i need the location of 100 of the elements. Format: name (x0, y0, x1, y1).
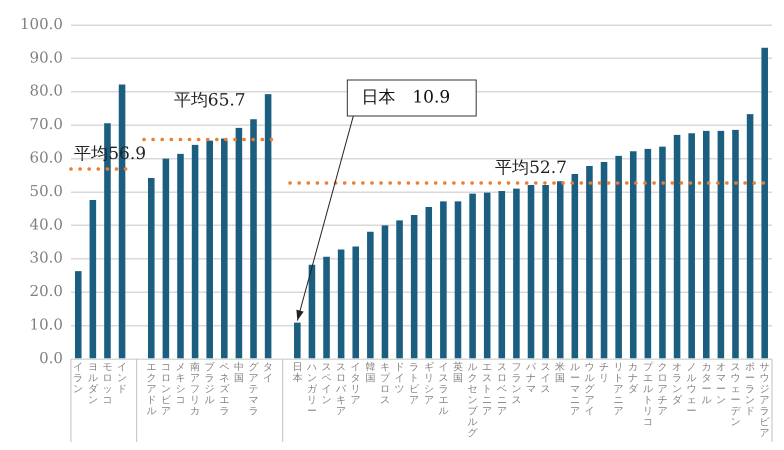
x-tick-label: 南アフリカ (190, 361, 200, 418)
ref-line-label: 平均52.7 (495, 158, 567, 178)
bar (586, 166, 593, 358)
x-tick-label: オマーン (716, 362, 726, 406)
x-tick-label: グアテマラ (248, 362, 260, 418)
bar (382, 225, 388, 358)
bar (410, 215, 418, 358)
x-tick-label: インド (117, 362, 128, 396)
bar (425, 207, 432, 358)
y-tick-label: 50.0 (30, 182, 63, 200)
bar (746, 114, 754, 358)
x-tick-label: ウルグアイ (584, 362, 596, 418)
x-tick-label: エクアドル (146, 362, 156, 418)
x-tick-label: オランダ (672, 362, 684, 406)
x-tick-label: ベネズエラ (219, 362, 230, 418)
bar (90, 200, 96, 358)
bar (615, 156, 622, 358)
x-tick-label: 中国 (234, 361, 244, 384)
x-tick-label: スロベニア (496, 362, 507, 418)
bar (162, 158, 170, 358)
bar (294, 322, 301, 358)
x-tick-label: コロンビア (160, 362, 172, 418)
x-tick-label: タイ (263, 362, 274, 384)
y-tick-label: 70.0 (30, 115, 63, 134)
y-tick-label: 40.0 (30, 215, 63, 234)
bar (236, 128, 242, 358)
bar (498, 191, 506, 358)
x-tick-label: 韓国 (365, 361, 376, 384)
x-tick-label: エストニア (482, 362, 492, 418)
x-tick-label: カナダ (628, 362, 640, 396)
x-tick-label: キプロス (380, 362, 391, 406)
x-tick-label: ドイツ (394, 362, 405, 396)
bar (192, 144, 198, 358)
bar (177, 154, 184, 358)
x-tick-label: イタリア (350, 362, 361, 406)
x-tick-label: イスラエル (438, 362, 448, 418)
y-tick-label: 80.0 (30, 82, 63, 100)
bar (644, 148, 652, 358)
x-tick-label: モロッコ (102, 362, 112, 406)
bar (367, 232, 374, 358)
x-tick-label: プエルトリコ (642, 361, 654, 428)
bar (732, 130, 739, 358)
bar (484, 192, 490, 358)
x-tick-label: ポーランド (745, 362, 756, 418)
bar (513, 188, 520, 358)
x-tick-label: カタール (701, 362, 712, 406)
x-tick-label: サウジアラビア (760, 362, 771, 440)
x-tick-label: ラトビア (409, 362, 420, 406)
bar (323, 256, 330, 358)
x-tick-label: リトアニア (614, 362, 624, 418)
x-tick-label: チリ (599, 362, 610, 384)
bar (396, 220, 403, 358)
bar (440, 201, 447, 358)
bar (352, 246, 360, 358)
bar (250, 119, 257, 358)
bar (264, 94, 272, 358)
y-tick-label: 30.0 (30, 248, 63, 267)
bar (74, 271, 82, 358)
x-tick-label: ギリシア (424, 361, 434, 406)
x-tick-label: ルーマニア (570, 362, 580, 418)
x-tick-label: パナマ (525, 362, 538, 396)
y-tick-label: 100.0 (20, 14, 63, 33)
bar (556, 181, 564, 358)
x-tick-label: 日本 (292, 362, 302, 384)
bar (718, 130, 724, 358)
x-tick-label: スイス (540, 362, 551, 396)
bar (659, 146, 666, 358)
x-tick-label: ノルウェー (686, 362, 697, 418)
x-tick-label: ハンガリー (306, 362, 318, 418)
bar (206, 140, 213, 358)
x-tick-label: フランス (511, 362, 522, 406)
bar (674, 134, 680, 358)
bar (454, 201, 462, 358)
x-tick-label: 米国 (555, 361, 566, 384)
bar (148, 178, 155, 358)
x-tick-label: メキシコ (175, 362, 186, 406)
x-tick-label: 英国 (452, 361, 463, 384)
bar (221, 138, 228, 358)
x-tick-label: イラン (73, 362, 84, 396)
x-tick-label: スウェーデン (730, 362, 742, 428)
bar (702, 130, 710, 358)
x-tick-label: スペイン (322, 362, 332, 406)
bar (308, 264, 316, 358)
bar (761, 48, 768, 358)
x-tick-label: ルクセンブルグ (468, 362, 479, 440)
bar (572, 174, 578, 358)
bar (688, 133, 695, 358)
bar (528, 184, 534, 358)
y-tick-label: 60.0 (30, 148, 63, 166)
bar (338, 249, 344, 358)
annotation: 日本 10.9 (361, 87, 450, 108)
bar (542, 184, 549, 358)
bar (600, 162, 608, 358)
y-tick-label: 20.0 (30, 282, 63, 300)
x-tick-label: スロバキア (335, 362, 348, 418)
y-tick-label: 90.0 (30, 48, 63, 66)
y-tick-label: 10.0 (30, 315, 63, 334)
x-tick-label: クロアチア (657, 362, 668, 418)
ref-line-label: 平均65.7 (174, 90, 246, 110)
bar (630, 151, 637, 358)
